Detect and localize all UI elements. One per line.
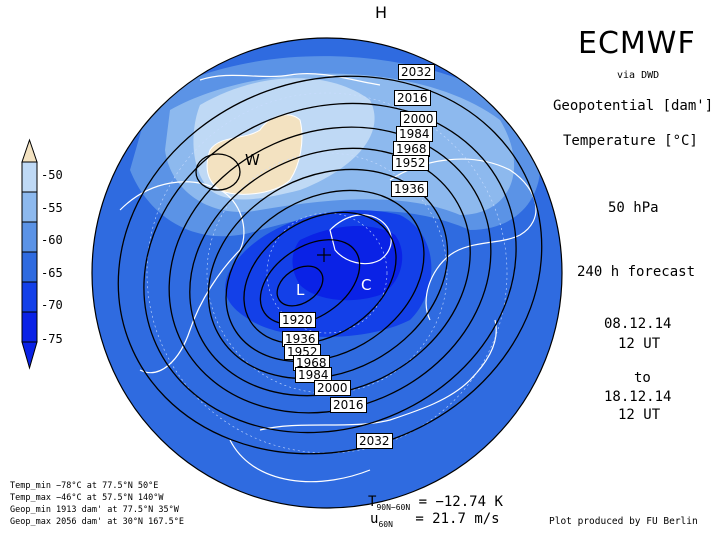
- stats-geop-max: Geop_max 2056 dam' at 30°N 167.5°E: [10, 517, 184, 527]
- contour-label: 2000: [314, 380, 351, 396]
- stats-temp-min: Temp_min −78°C at 77.5°N 50°E: [10, 481, 159, 491]
- coastline: [329, 214, 392, 265]
- source-text: via DWD: [617, 70, 660, 81]
- init-time: 12 UT: [618, 336, 661, 352]
- contour-label: 1984: [396, 126, 433, 142]
- contour-label: 2032: [398, 64, 435, 80]
- colorbar-label: -70: [41, 298, 63, 312]
- contour-label: 2016: [330, 397, 367, 413]
- u-value: = 21.7 m/s: [415, 511, 500, 527]
- cold-marker: C: [361, 276, 372, 294]
- contour-label: 1984: [295, 367, 332, 383]
- credit-text: Plot produced by FU Berlin: [549, 516, 698, 527]
- contour-label: 1936: [391, 181, 428, 197]
- geopotential-contour: [259, 239, 361, 325]
- model-title: ECMWF: [578, 26, 696, 61]
- geopotential-contour: [168, 126, 492, 414]
- colorbar-bottom-triangle: [21, 341, 38, 370]
- high-marker: H: [375, 3, 388, 22]
- t-index: T90N−60N = −12.74 K: [368, 494, 503, 512]
- colorbar-label: -50: [41, 168, 63, 182]
- u-index: u60N = 21.7 m/s: [370, 511, 500, 529]
- colorbar-label: -75: [41, 332, 63, 346]
- coastline: [389, 158, 537, 321]
- init-date: 08.12.14: [604, 316, 672, 332]
- to-text: to: [634, 370, 651, 386]
- valid-time: 12 UT: [618, 407, 661, 423]
- u-subscript: 60N: [378, 519, 393, 529]
- geopotential-contour: [243, 211, 397, 345]
- low-contour: [276, 265, 324, 307]
- colorbar-label: -55: [41, 201, 63, 215]
- coastline: [259, 319, 497, 431]
- globe-outline: [91, 37, 563, 509]
- warm-pool-contour: [195, 153, 241, 191]
- temperature-field-minus75: [292, 225, 403, 301]
- contour-label: 2000: [400, 111, 437, 127]
- contour-label: 1952: [392, 155, 429, 171]
- contour-label: 2032: [356, 433, 393, 449]
- warm-marker: W: [245, 151, 260, 169]
- latitude-circle: [206, 152, 448, 394]
- contour-label: 2016: [394, 90, 431, 106]
- geopotential-contour: [117, 75, 543, 455]
- contour-label: 1920: [279, 312, 316, 328]
- low-marker: L: [296, 281, 305, 299]
- geopotential-contour: [207, 168, 449, 380]
- geopotential-contour: [189, 147, 471, 397]
- variable-temperature: Temperature [°C]: [563, 133, 698, 149]
- stats-temp-max: Temp_max −46°C at 57.5°N 140°W: [10, 493, 164, 503]
- valid-date: 18.12.14: [604, 389, 672, 405]
- coastline: [199, 73, 381, 86]
- variable-geopotential: Geopotential [dam']: [553, 98, 714, 114]
- forecast-lead: 240 h forecast: [577, 264, 696, 280]
- u-symbol: u: [370, 511, 379, 527]
- stats-geop-min: Geop_min 1913 dam' at 77.5°N 35°W: [10, 505, 179, 515]
- geopotential-contour: [225, 189, 425, 363]
- colorbar-label: -60: [41, 233, 63, 247]
- latitude-circle: [146, 92, 508, 454]
- t-value: = −12.74 K: [418, 494, 503, 510]
- pressure-level: 50 hPa: [608, 200, 659, 216]
- latitude-circle: [266, 212, 388, 334]
- colorbar-label: -65: [41, 266, 63, 280]
- coastline: [229, 439, 371, 483]
- t-symbol: T: [368, 494, 377, 510]
- t-subscript: 90N−60N: [376, 502, 411, 512]
- geopotential-contour: [143, 102, 517, 434]
